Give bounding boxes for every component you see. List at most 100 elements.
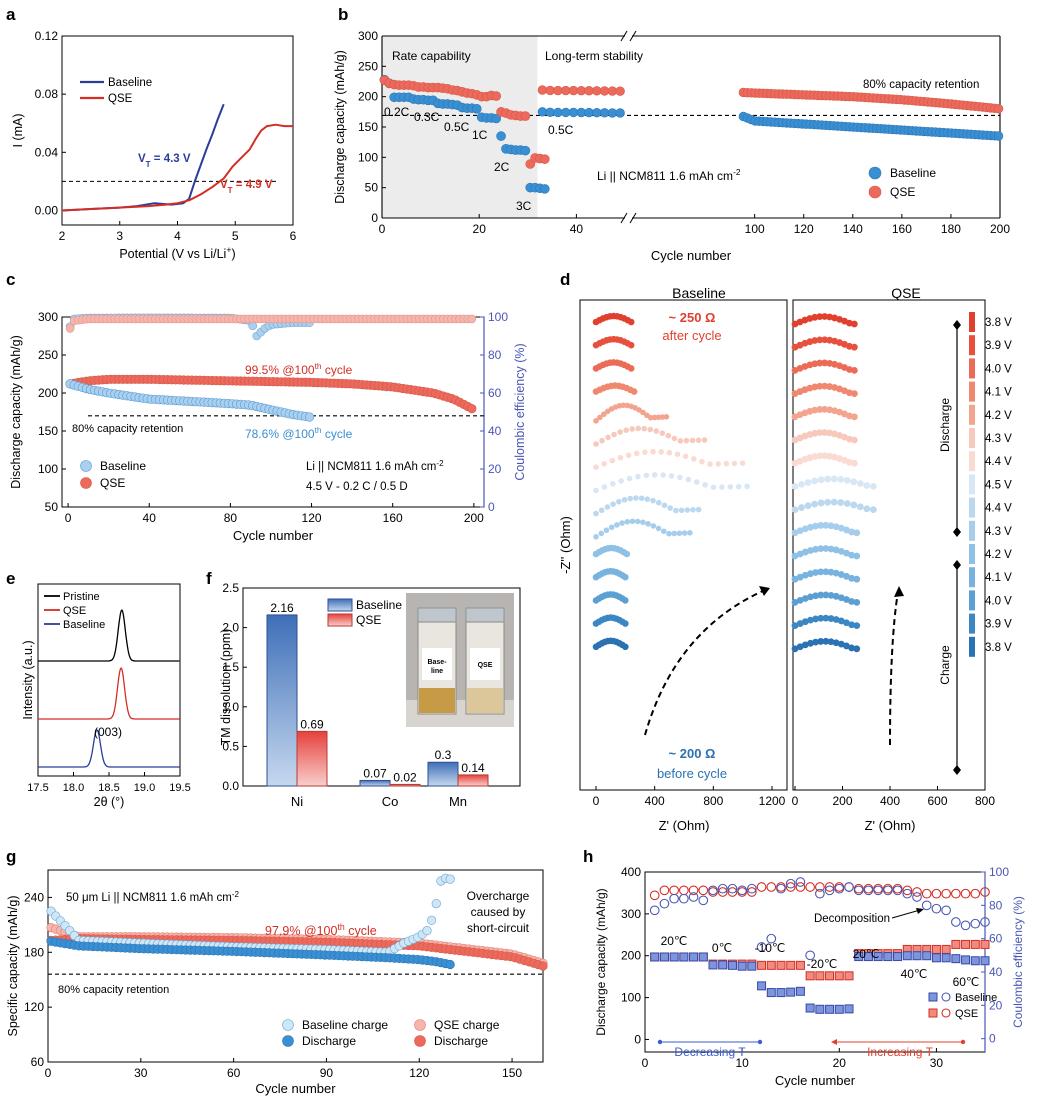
category-label: Ni — [291, 794, 303, 809]
voltage-label: 4.5 V — [985, 479, 1012, 491]
rate-label: 0.5C — [444, 120, 470, 134]
nyquist-point-baseline — [735, 483, 742, 490]
data-point-baseline-ce — [892, 885, 903, 896]
data-point-qse-capacity — [844, 971, 854, 981]
data-point-baseline-capacity — [834, 1004, 844, 1014]
data-point-qse-capacity — [834, 971, 844, 981]
y2-tick-label: 20 — [989, 998, 1003, 1012]
data-point-baseline-capacity — [922, 951, 932, 961]
x-tick-label: 0 — [792, 794, 799, 808]
y2-tick-label: 100 — [488, 310, 508, 324]
nyquist-point-baseline — [723, 460, 730, 467]
data-point-baseline — [491, 113, 502, 124]
legend-label: Pristine — [63, 591, 100, 603]
nyquist-point-qse — [811, 406, 819, 414]
nyquist-point-qse — [843, 526, 850, 534]
nyquist-point-qse — [837, 475, 845, 483]
data-point-baseline-ce — [776, 883, 786, 894]
y-tick-label: 0.5 — [222, 739, 239, 753]
x-axis-label: Cycle number — [233, 528, 314, 543]
y-tick-label: 0.12 — [35, 29, 59, 43]
panel-label-h: h — [583, 847, 593, 866]
nyquist-point-baseline — [604, 504, 611, 510]
nyquist-point-baseline — [629, 426, 635, 432]
data-point-baseline-ce — [717, 883, 728, 894]
annotation-vt-baseline: VT = 4.3 V — [138, 153, 191, 169]
y-tick-label: 200 — [358, 90, 378, 104]
x-tick-label: 400 — [645, 794, 665, 808]
nyquist-point-qse — [827, 638, 835, 646]
nyquist-point-baseline — [647, 426, 654, 433]
x-tick-label: 200 — [464, 511, 484, 525]
data-point-baseline-capacity — [961, 955, 971, 965]
data-point-baseline-ce — [649, 905, 660, 916]
data-point-baseline-ce — [815, 888, 825, 899]
data-point-qse — [520, 111, 531, 121]
voltage-swatch — [969, 335, 975, 356]
bracket-marker — [953, 765, 961, 775]
x-tick-label: 600 — [927, 794, 947, 808]
text-span: th — [315, 361, 322, 371]
nyquist-point-baseline — [645, 521, 651, 527]
panel-d: Baseline QSE 0 400 800 1200 0 200 400 600 800 Z' (O… — [558, 285, 1012, 833]
nyquist-point-baseline — [661, 502, 668, 509]
legend-label: Baseline — [890, 166, 936, 180]
nyquist-point-qse — [796, 527, 804, 535]
data-point-qse — [615, 86, 625, 96]
data-point-baseline-capacity — [805, 1003, 815, 1013]
x-tick-label: 0 — [593, 794, 600, 808]
data-point-qse-ce — [65, 324, 75, 333]
nyquist-point-qse — [822, 614, 830, 622]
nyquist-point-qse — [821, 313, 829, 320]
nyquist-point-baseline — [635, 425, 642, 432]
bracket-marker — [953, 320, 961, 330]
nyquist-point-baseline — [690, 507, 696, 513]
legend-marker — [80, 460, 92, 472]
temperature-label: -10℃ — [755, 941, 786, 955]
text-span: th — [337, 922, 344, 932]
nyquist-point-qse — [807, 616, 814, 624]
voltage-swatch — [969, 451, 975, 472]
nyquist-point-qse — [822, 545, 830, 552]
y-tick-label: 0.08 — [35, 87, 59, 101]
bar-baseline — [359, 779, 391, 787]
text-span: -2 — [232, 890, 240, 899]
legend-label: Baseline charge — [302, 1018, 388, 1032]
data-point-baseline — [537, 107, 548, 117]
nyquist-point-qse — [832, 569, 840, 577]
bar-baseline — [266, 614, 298, 787]
nyquist-point-qse — [827, 615, 835, 622]
step-label-charge: Charge — [938, 645, 952, 685]
nyquist-point-baseline — [619, 520, 625, 526]
data-point-baseline-ce — [912, 892, 922, 902]
x-tick-label: 0 — [642, 1056, 649, 1070]
panel-label-g: g — [6, 847, 16, 866]
nyquist-point-qse — [816, 382, 824, 390]
nyquist-point-baseline — [731, 460, 738, 467]
voltage-label: 3.8 V — [985, 317, 1012, 329]
data-point-baseline-capacity — [757, 981, 767, 991]
data-point-baseline-ce — [669, 893, 679, 904]
data-point-qse-capacity — [931, 944, 941, 954]
panel-label-a: a — [6, 5, 16, 24]
data-point-baseline-ce — [853, 885, 864, 896]
y-axis-label: Discharge capacity (mAh/g) — [594, 888, 608, 1035]
y2-tick-label: 20 — [488, 462, 502, 476]
x-tick-label: 800 — [703, 794, 723, 808]
nyquist-point-qse — [856, 503, 864, 511]
voltage-label: 3.8 V — [985, 642, 1012, 654]
nyquist-point-baseline — [739, 460, 746, 467]
nyquist-point-qse — [801, 525, 809, 533]
data-point-qse-ce — [717, 887, 728, 897]
nyquist-point-qse — [816, 336, 824, 344]
annotation-vt-qse: VT = 4.9 V — [220, 179, 273, 195]
voltage-label: 4.2 V — [985, 410, 1012, 422]
nyquist-point-baseline — [671, 530, 678, 537]
nyquist-point-baseline — [695, 437, 702, 444]
text-span: + — [226, 245, 231, 255]
data-point-baseline-ce — [766, 933, 777, 944]
nyquist-point-qse — [850, 320, 858, 328]
nyquist-point-baseline — [674, 451, 681, 458]
nyquist-point-baseline — [630, 388, 638, 395]
nyquist-point-qse — [843, 500, 851, 507]
